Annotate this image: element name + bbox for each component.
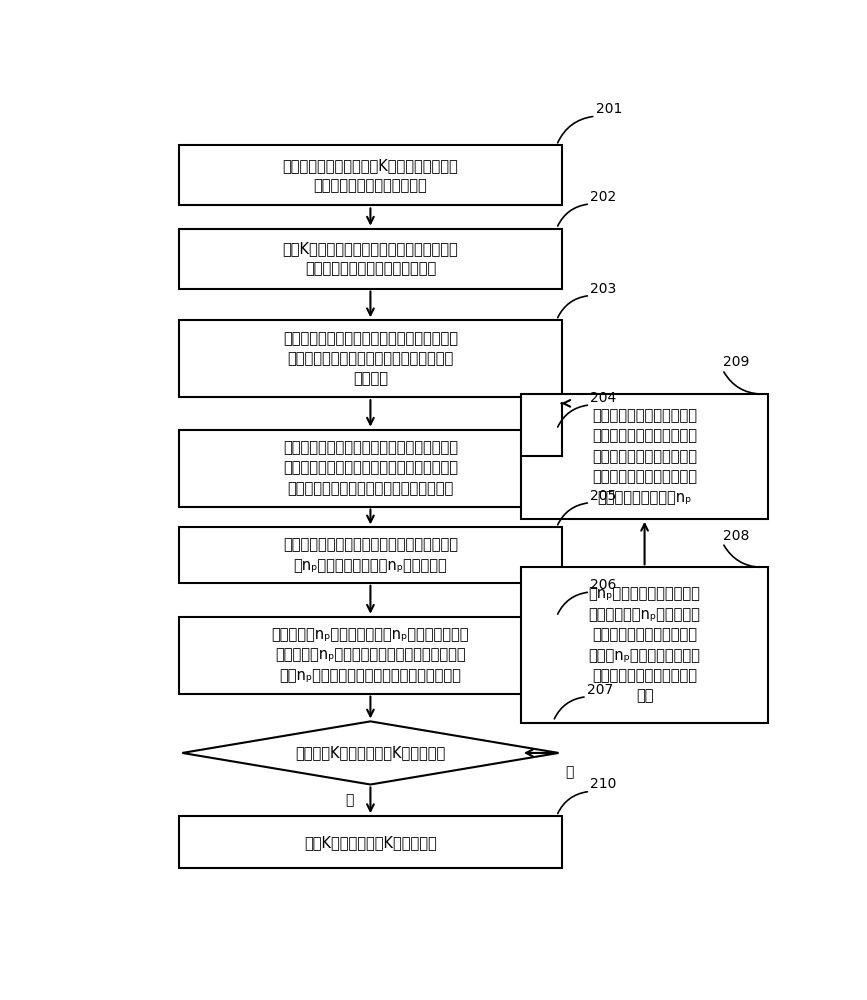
Text: 205: 205 bbox=[590, 489, 616, 503]
Text: 203: 203 bbox=[590, 282, 616, 296]
Text: 选择K个结构基元的初始的实验点集合，在实
验点集合上仿真产生电磁响应集合: 选择K个结构基元的初始的实验点集合，在实 验点集合上仿真产生电磁响应集合 bbox=[283, 241, 459, 276]
FancyBboxPatch shape bbox=[179, 527, 562, 583]
Text: 输出K个结构基元的K个目标设计: 输出K个结构基元的K个目标设计 bbox=[304, 835, 437, 850]
Text: 获取超材料的工作频段、K个结构基元的目标
电磁响应集合和误差阈值集合: 获取超材料的工作频段、K个结构基元的目标 电磁响应集合和误差阈值集合 bbox=[283, 158, 459, 193]
FancyBboxPatch shape bbox=[179, 816, 562, 868]
Text: 根据均值集合和对数方差集合，用两个独立的
高斯过程模型对均值函数和对数方差函数建模
，得到均值函数和对数方差函数的后验分布: 根据均值集合和对数方差集合，用两个独立的 高斯过程模型对均值函数和对数方差函数建… bbox=[283, 440, 458, 496]
Text: 202: 202 bbox=[590, 190, 616, 204]
Text: 通过最大化nₚ个得分函数得到nₚ个新的几何参数
，仿真产生nₚ个新的几何参数对应的电磁响应，
计算nₚ个新的几何参数对应的均值和对数方差: 通过最大化nₚ个得分函数得到nₚ个新的几何参数 ，仿真产生nₚ个新的几何参数对应… bbox=[271, 627, 469, 683]
FancyBboxPatch shape bbox=[179, 229, 562, 289]
Text: 否: 否 bbox=[565, 765, 574, 779]
FancyBboxPatch shape bbox=[179, 430, 562, 507]
Text: 将nₚ个新的几何参数加入实
验点集合，将nₚ个新的几何
参数对应的均值加入均值集
合，将nₚ个新的几何参数对
应的对数方差加入对数方差
集合: 将nₚ个新的几何参数加入实 验点集合，将nₚ个新的几何 参数对应的均值加入均值集… bbox=[589, 587, 701, 704]
Text: 206: 206 bbox=[590, 578, 616, 592]
Text: 207: 207 bbox=[587, 683, 613, 697]
FancyBboxPatch shape bbox=[521, 567, 768, 723]
FancyBboxPatch shape bbox=[179, 320, 562, 397]
FancyBboxPatch shape bbox=[179, 617, 562, 694]
Text: 204: 204 bbox=[590, 391, 616, 405]
Text: 是否找到K个结构基元的K个目标设计: 是否找到K个结构基元的K个目标设计 bbox=[296, 745, 446, 760]
FancyBboxPatch shape bbox=[179, 145, 562, 205]
Text: 210: 210 bbox=[590, 777, 616, 791]
FancyBboxPatch shape bbox=[521, 394, 768, 519]
Text: 是: 是 bbox=[345, 793, 354, 807]
Polygon shape bbox=[182, 721, 558, 785]
Text: 根据均值函数和对数方差函数的后验分布，计
算nₚ个剩余结构基元的nₚ个得分函数: 根据均值函数和对数方差函数的后验分布，计 算nₚ个剩余结构基元的nₚ个得分函数 bbox=[283, 537, 458, 573]
Text: 209: 209 bbox=[722, 355, 749, 369]
Text: 判断每个新的几何参数是否
为目标设计，若新的几何参
数为目标设计，则从剩余结
构基元中移除该目标设计对
应的结构基元并更新nₚ: 判断每个新的几何参数是否 为目标设计，若新的几何参 数为目标设计，则从剩余结 构… bbox=[592, 408, 697, 505]
Text: 208: 208 bbox=[722, 529, 749, 543]
Text: 定义均值函数和对数方差函数，根据电磁响应
集合计算实验点集合对应的均值集合和对数
方差集合: 定义均值函数和对数方差函数，根据电磁响应 集合计算实验点集合对应的均值集合和对数… bbox=[283, 331, 458, 387]
Text: 201: 201 bbox=[596, 102, 622, 116]
